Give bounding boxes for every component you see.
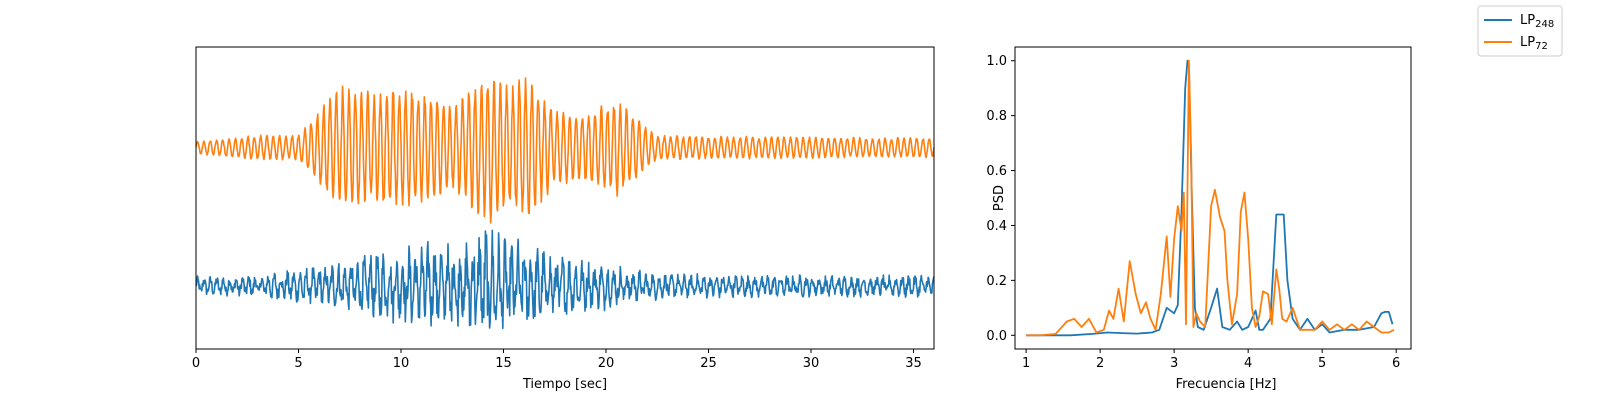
psd-panel: 1 2 3 4 5 6 0.0 0.2 0.4 0.6 0.8 1.0 Frecuencia [Hz… — [986, 46, 1412, 392]
psd-series-lp248 — [1026, 59, 1394, 337]
time-x-tick-label: 15 — [495, 356, 512, 371]
legend-box — [1477, 5, 1563, 57]
psd-y-tick-label: 0.8 — [986, 109, 1007, 124]
time-x-tick-label: 25 — [700, 356, 717, 371]
time-series-lines — [195, 77, 935, 330]
legend-label-lp248: LP248 — [1520, 13, 1554, 30]
psd-y-tick-label: 0.2 — [986, 274, 1007, 289]
time-x-tick-label: 35 — [905, 356, 922, 371]
time-x-tick-label: 0 — [192, 356, 200, 371]
psd-y-tick-label: 0.4 — [986, 219, 1007, 234]
legend-label-lp72: LP72 — [1520, 35, 1548, 52]
psd-x-axis-label: Frecuencia [Hz] — [1176, 377, 1277, 392]
psd-y-axis-label: PSD — [992, 185, 1007, 211]
time-x-tick-label: 30 — [803, 356, 820, 371]
psd-x-tick-label: 2 — [1096, 356, 1104, 371]
psd-y-tick-label: 1.0 — [986, 54, 1007, 69]
psd-lines — [1026, 59, 1395, 337]
psd-plot-frame — [1014, 46, 1412, 350]
time-series-lp248 — [195, 229, 935, 330]
legend: LP248 LP72 — [1477, 5, 1563, 57]
time-series-lp72 — [195, 77, 935, 224]
psd-y-ticks: 0.0 0.2 0.4 0.6 0.8 1.0 — [986, 54, 1015, 344]
time-x-tick-label: 20 — [598, 356, 615, 371]
time-x-axis-label: Tiempo [sec] — [522, 377, 607, 392]
time-plot-frame — [195, 46, 935, 350]
time-series-panel: 0 5 10 15 20 25 30 35 Tiempo [sec] — [192, 46, 935, 392]
time-x-tick-label: 5 — [294, 356, 302, 371]
psd-y-tick-label: 0.6 — [986, 164, 1007, 179]
psd-x-ticks: 1 2 3 4 5 6 — [1022, 349, 1400, 371]
psd-series-lp72 — [1026, 59, 1395, 337]
psd-y-tick-label: 0.0 — [986, 329, 1007, 344]
psd-x-tick-label: 3 — [1170, 356, 1178, 371]
psd-x-tick-label: 5 — [1318, 356, 1326, 371]
time-x-ticks: 0 5 10 15 20 25 30 35 — [192, 349, 922, 371]
psd-x-tick-label: 6 — [1392, 356, 1400, 371]
time-x-tick-label: 10 — [393, 356, 410, 371]
psd-x-tick-label: 1 — [1022, 356, 1030, 371]
psd-x-tick-label: 4 — [1244, 356, 1252, 371]
